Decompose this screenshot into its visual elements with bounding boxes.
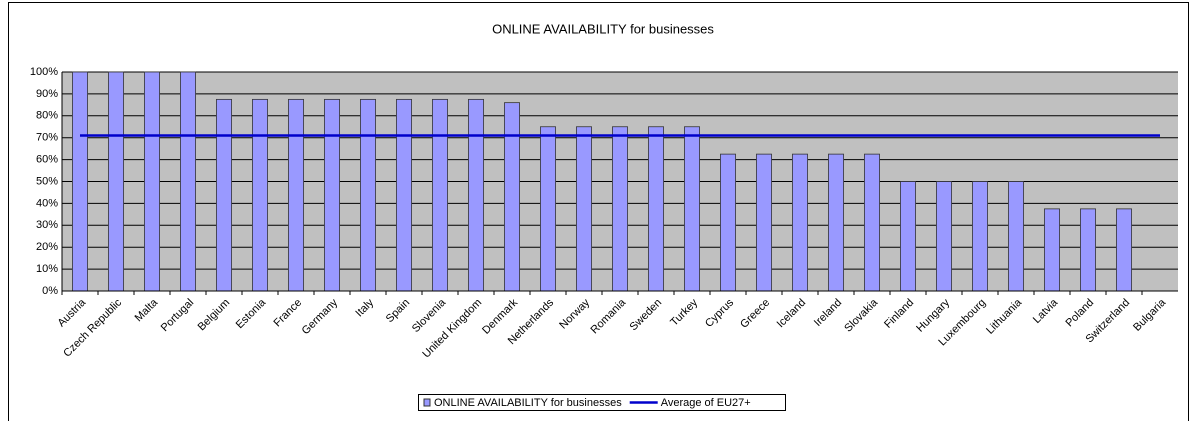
bar [612,126,628,292]
bar [144,71,160,292]
bar [360,98,376,292]
y-tick-label: 90% [36,88,58,100]
y-tick-label: 50% [36,175,58,187]
legend-label: Average of EU27+ [661,397,751,409]
bar [828,153,844,292]
bar [792,153,808,292]
bar [756,153,772,292]
bar [324,98,340,292]
bar [396,98,412,292]
y-tick-label: 70% [36,132,58,144]
legend-swatch [423,398,431,407]
bar [936,181,952,292]
y-tick-label: 0% [42,285,58,297]
bar [972,181,988,292]
bar [576,126,592,292]
bar [252,98,268,292]
bar [720,153,736,292]
y-tick-label: 100% [30,66,58,78]
bar [288,98,304,292]
y-tick-label: 20% [36,241,58,253]
bar [540,126,556,292]
bar [864,153,880,292]
y-tick-label: 40% [36,197,58,209]
bar [1044,208,1060,292]
legend-box [418,394,786,411]
y-tick-label: 80% [36,110,58,122]
y-tick-label: 10% [36,263,58,275]
bar [216,98,232,292]
bar [468,98,484,292]
bar [1116,208,1132,292]
bar [1080,208,1096,292]
bar [900,181,916,292]
y-tick-label: 30% [36,219,58,231]
bar [1008,181,1024,292]
bar [432,98,448,292]
legend: ONLINE AVAILABILITY for businesses Averag… [418,394,786,411]
chart-title: ONLINE AVAILABILITY for businesses [492,21,714,36]
bar [180,71,196,292]
bar [684,126,700,292]
legend-label: ONLINE AVAILABILITY for businesses [434,397,622,409]
y-tick-label: 60% [36,154,58,166]
bar [108,71,124,292]
bar [72,71,88,292]
bar [504,102,520,292]
bar [648,126,664,292]
